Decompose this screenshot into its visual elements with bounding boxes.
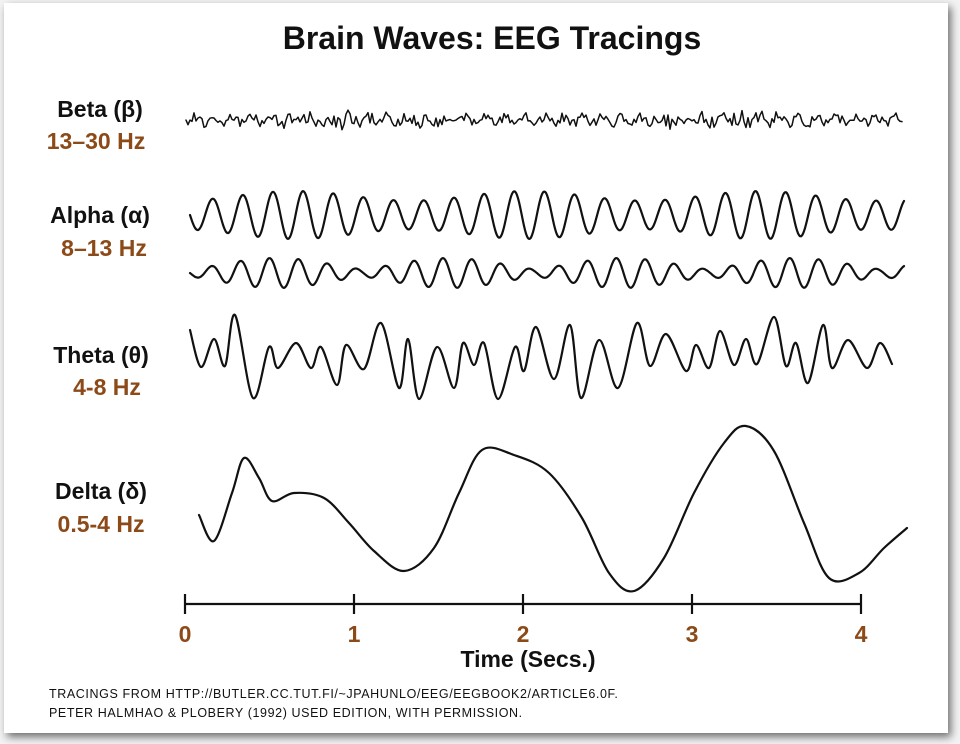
theta-trace [188,313,894,401]
delta-trace [197,424,909,593]
credit-line-2: PETER HALMHAO & PLOBERY (1992) USED EDIT… [49,706,523,720]
time-axis: 0 1 2 3 4 Time (Secs.) [179,594,868,672]
eeg-diagram: Brain Waves: EEG Tracings Beta (β) 13–30… [47,20,909,720]
alpha-trace-lower [188,257,906,289]
alpha-trace-upper [188,190,906,240]
delta-frequency: 0.5-4 Hz [58,511,145,537]
delta-name: Delta (δ) [55,478,147,504]
credit-line-1: TRACINGS FROM HTTP://BUTLER.CC.TUT.FI/~J… [49,687,618,701]
figure-card: Brain Waves: EEG Tracings Beta (β) 13–30… [4,3,948,733]
beta-frequency: 13–30 Hz [47,128,145,154]
figure-title: Brain Waves: EEG Tracings [283,20,702,56]
theta-name: Theta (θ) [53,342,148,368]
beta-trace [185,109,903,131]
alpha-frequency: 8–13 Hz [61,235,147,261]
time-axis-label: Time (Secs.) [460,646,595,672]
alpha-name: Alpha (α) [50,202,150,228]
time-tick-label: 4 [855,621,868,647]
beta-name: Beta (β) [57,96,143,122]
time-tick-label: 1 [348,621,361,647]
time-tick-label: 0 [179,621,192,647]
theta-frequency: 4-8 Hz [73,374,141,400]
time-tick-label: 2 [517,621,530,647]
time-tick-label: 3 [686,621,699,647]
